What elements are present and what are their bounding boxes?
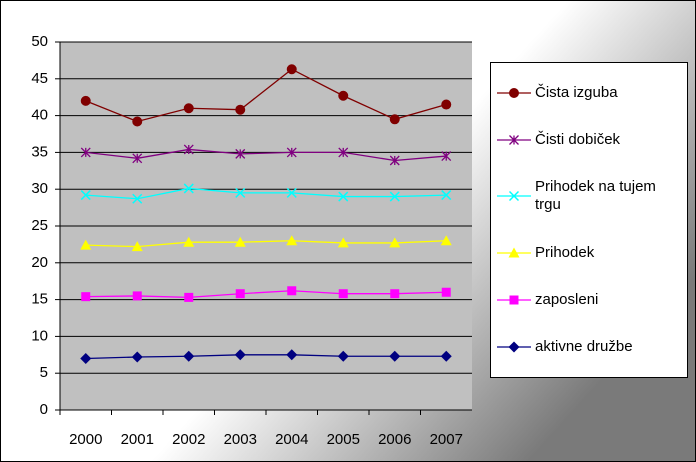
legend-symbol: [497, 341, 531, 353]
y-tick-label: 25: [31, 217, 48, 234]
marker: [131, 241, 143, 252]
x-tick-label: 2006: [378, 431, 411, 448]
marker: [80, 190, 91, 201]
marker: [286, 349, 298, 361]
marker: [80, 147, 91, 158]
marker: [337, 237, 349, 248]
y-tick-label: 15: [31, 291, 48, 308]
marker: [389, 155, 400, 166]
marker: [132, 116, 143, 127]
marker: [440, 350, 452, 362]
y-tick-label: 0: [40, 401, 48, 418]
series-line: [85, 240, 447, 248]
legend-entry: aktivne družbe: [491, 338, 687, 356]
marker: [234, 236, 246, 247]
marker: [81, 292, 91, 302]
marker: [440, 235, 452, 246]
series-line: [85, 354, 447, 360]
marker: [132, 153, 143, 164]
marker: [80, 95, 91, 106]
legend-symbol: [497, 191, 531, 202]
marker: [508, 191, 520, 202]
y-tick-label: 30: [31, 180, 48, 197]
legend-label: Prihodek na tujem trgu: [535, 178, 656, 214]
marker: [183, 183, 194, 194]
marker: [286, 187, 297, 198]
marker: [131, 351, 143, 363]
legend: Čista izguba Čisti dobiček Prihodek na tuj…: [490, 62, 688, 378]
legend-symbol: [497, 247, 531, 258]
marker: [132, 291, 142, 301]
legend-entry: Čista izguba: [491, 84, 687, 102]
marker: [509, 295, 519, 305]
series-line: [85, 68, 447, 123]
x-tick-label: 2000: [69, 431, 102, 448]
marker: [508, 247, 520, 258]
y-tick-label: 45: [31, 70, 48, 87]
marker: [235, 187, 246, 198]
legend-symbol: [497, 87, 531, 98]
marker: [286, 235, 298, 246]
marker: [338, 191, 349, 202]
x-tick-label: 2001: [121, 431, 154, 448]
marker: [287, 286, 297, 296]
legend-symbol: [497, 295, 531, 305]
y-tick-label: 40: [31, 107, 48, 124]
marker: [389, 237, 401, 248]
marker: [389, 350, 401, 362]
marker: [183, 144, 194, 155]
series-line: [85, 148, 447, 162]
marker: [235, 148, 246, 159]
legend-label: aktivne družbe: [535, 338, 633, 356]
marker: [337, 350, 349, 362]
legend-entry: Prihodek: [491, 244, 687, 262]
x-tick-label: 2005: [327, 431, 360, 448]
legend-label: zaposleni: [535, 290, 599, 308]
legend-label: Prihodek: [535, 243, 595, 261]
y-tick-label: 20: [31, 254, 48, 271]
x-tick-label: 2004: [275, 431, 308, 448]
marker: [338, 147, 349, 158]
marker: [441, 151, 452, 162]
legend-entry: Čisti dobiček: [491, 131, 687, 149]
marker: [390, 289, 400, 299]
marker: [183, 350, 195, 362]
x-tick-label: 2003: [224, 431, 257, 448]
marker: [441, 287, 451, 297]
marker: [184, 292, 194, 302]
y-tick-label: 50: [31, 33, 48, 50]
marker: [183, 103, 194, 114]
marker: [132, 193, 143, 204]
marker: [80, 239, 92, 250]
marker: [509, 135, 519, 145]
marker: [389, 191, 400, 202]
marker: [441, 99, 452, 110]
marker: [338, 90, 349, 101]
marker: [286, 64, 297, 75]
legend-entry: Prihodek na tujem trgu: [491, 178, 687, 214]
x-tick-label: 2002: [172, 431, 205, 448]
y-tick-label: 35: [31, 143, 48, 160]
marker: [509, 87, 519, 98]
legend-entry: zaposleni: [491, 291, 687, 309]
marker: [286, 147, 297, 158]
series-line: [85, 290, 447, 299]
legend-symbol: [497, 135, 531, 145]
marker: [234, 349, 246, 361]
marker: [389, 114, 400, 125]
y-tick-label: 10: [31, 327, 48, 344]
marker: [235, 104, 246, 115]
marker: [508, 341, 520, 353]
y-tick-label: 5: [40, 364, 48, 381]
legend-label: Čista izguba: [535, 83, 618, 101]
marker: [80, 352, 92, 364]
marker: [441, 190, 452, 201]
legend-label: Čisti dobiček: [535, 130, 621, 148]
marker: [338, 289, 348, 299]
x-tick-label: 2007: [430, 431, 463, 448]
series-line: [85, 187, 447, 200]
marker: [183, 236, 195, 247]
marker: [235, 289, 245, 299]
